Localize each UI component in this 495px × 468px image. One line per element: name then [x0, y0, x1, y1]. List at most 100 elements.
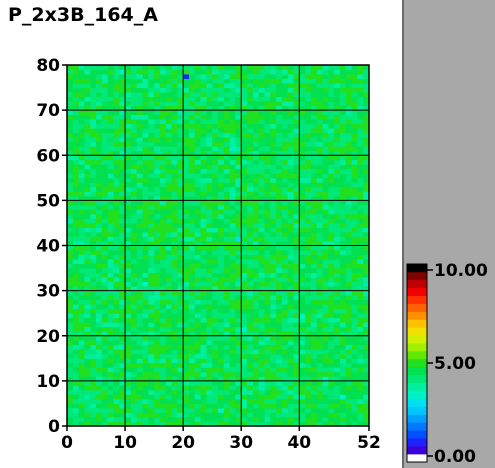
heatmap-cell: [276, 204, 283, 210]
heatmap-cell: [339, 159, 347, 165]
heatmap-cell: [276, 268, 283, 273]
heatmap-cell: [252, 200, 260, 206]
heatmap-cell: [183, 150, 190, 156]
heatmap-cell: [142, 132, 149, 138]
heatmap-cell: [281, 110, 289, 116]
heatmap-cell: [154, 286, 161, 292]
heatmap-cell: [322, 385, 329, 391]
heatmap-cell: [84, 376, 91, 382]
heatmap-cell: [345, 231, 352, 237]
heatmap-cell: [223, 259, 231, 264]
heatmap-cell: [200, 412, 207, 418]
heatmap-cell: [84, 326, 91, 332]
heatmap-cell: [345, 344, 352, 350]
heatmap-cell: [287, 146, 294, 152]
heatmap-cell: [125, 222, 132, 228]
heatmap-cell: [171, 222, 178, 228]
heatmap-cell: [357, 236, 364, 242]
heatmap-cell: [171, 268, 178, 273]
heatmap-cell: [270, 349, 277, 355]
heatmap-cell: [235, 245, 242, 251]
heatmap-cell: [101, 358, 109, 364]
heatmap-cell: [148, 313, 155, 319]
colorbar-segment: [407, 406, 427, 415]
heatmap-cell: [328, 245, 335, 251]
heatmap-cell: [125, 96, 132, 102]
heatmap-cell: [322, 182, 329, 188]
heatmap-cell: [293, 403, 300, 409]
heatmap-cell: [171, 146, 178, 152]
heatmap-cell: [194, 114, 201, 120]
heatmap-cell: [107, 132, 114, 138]
heatmap-cell: [154, 141, 161, 147]
heatmap-cell: [90, 74, 97, 79]
heatmap-cell: [357, 137, 364, 143]
heatmap-cell: [316, 412, 323, 418]
heatmap-cell: [241, 110, 248, 116]
heatmap-cell: [241, 286, 248, 292]
heatmap-cell: [125, 290, 132, 296]
heatmap-cell: [96, 195, 103, 201]
heatmap-cell: [334, 407, 341, 413]
heatmap-cell: [258, 263, 265, 269]
heatmap-cell: [305, 204, 312, 210]
heatmap-cell: [281, 304, 289, 310]
heatmap-cell: [276, 69, 283, 75]
heatmap-cell: [136, 340, 143, 346]
heatmap-cell: [154, 322, 161, 328]
heatmap-cell: [345, 74, 352, 79]
heatmap-cell: [299, 250, 306, 255]
heatmap-cell: [310, 376, 318, 382]
heatmap-cell: [252, 87, 260, 93]
heatmap-cell: [165, 173, 172, 179]
heatmap-cell: [328, 164, 335, 170]
heatmap-cell: [363, 231, 370, 237]
heatmap-cell: [223, 173, 231, 179]
heatmap-cell: [84, 173, 91, 179]
heatmap-cell: [252, 141, 260, 147]
heatmap-cell: [218, 137, 225, 143]
heatmap-cell: [241, 317, 248, 323]
heatmap-cell: [78, 385, 85, 391]
heatmap-cell: [293, 398, 300, 404]
heatmap-cell: [328, 259, 335, 264]
heatmap-cell: [159, 353, 167, 359]
heatmap-cell: [90, 398, 97, 404]
heatmap-cell: [154, 281, 161, 287]
heatmap-cell: [339, 263, 347, 269]
heatmap-cell: [177, 137, 184, 143]
heatmap-cell: [218, 74, 225, 79]
heatmap-cell: [96, 231, 103, 237]
heatmap-cell: [78, 290, 85, 296]
heatmap-cell: [84, 222, 91, 228]
heatmap-cell: [322, 155, 329, 161]
heatmap-cell: [339, 340, 347, 346]
heatmap-cell: [130, 358, 138, 364]
heatmap-cell: [78, 322, 85, 328]
heatmap-cell: [357, 286, 364, 292]
colorbar-segment: [407, 414, 427, 423]
heatmap-cell: [276, 281, 283, 287]
heatmap-cell: [188, 69, 196, 75]
heatmap-cell: [241, 295, 248, 301]
heatmap-cell: [241, 326, 248, 332]
heatmap-cell: [200, 335, 207, 341]
heatmap-cell: [212, 295, 219, 301]
heatmap-cell: [72, 182, 80, 188]
heatmap-cell: [125, 74, 132, 79]
heatmap-cell: [78, 209, 85, 215]
heatmap-cell: [322, 87, 329, 93]
heatmap-cell: [270, 290, 277, 296]
heatmap-cell: [351, 281, 358, 287]
heatmap-cell: [247, 335, 254, 341]
heatmap-cell: [107, 353, 114, 359]
heatmap-cell: [183, 164, 190, 170]
heatmap-cell: [363, 132, 370, 138]
heatmap-cell: [183, 110, 190, 116]
heatmap-cell: [316, 272, 323, 278]
heatmap-cell: [322, 128, 329, 134]
heatmap-cell: [165, 213, 172, 219]
heatmap-cell: [154, 421, 161, 427]
heatmap-cell: [339, 186, 347, 192]
heatmap-cell: [293, 218, 300, 224]
